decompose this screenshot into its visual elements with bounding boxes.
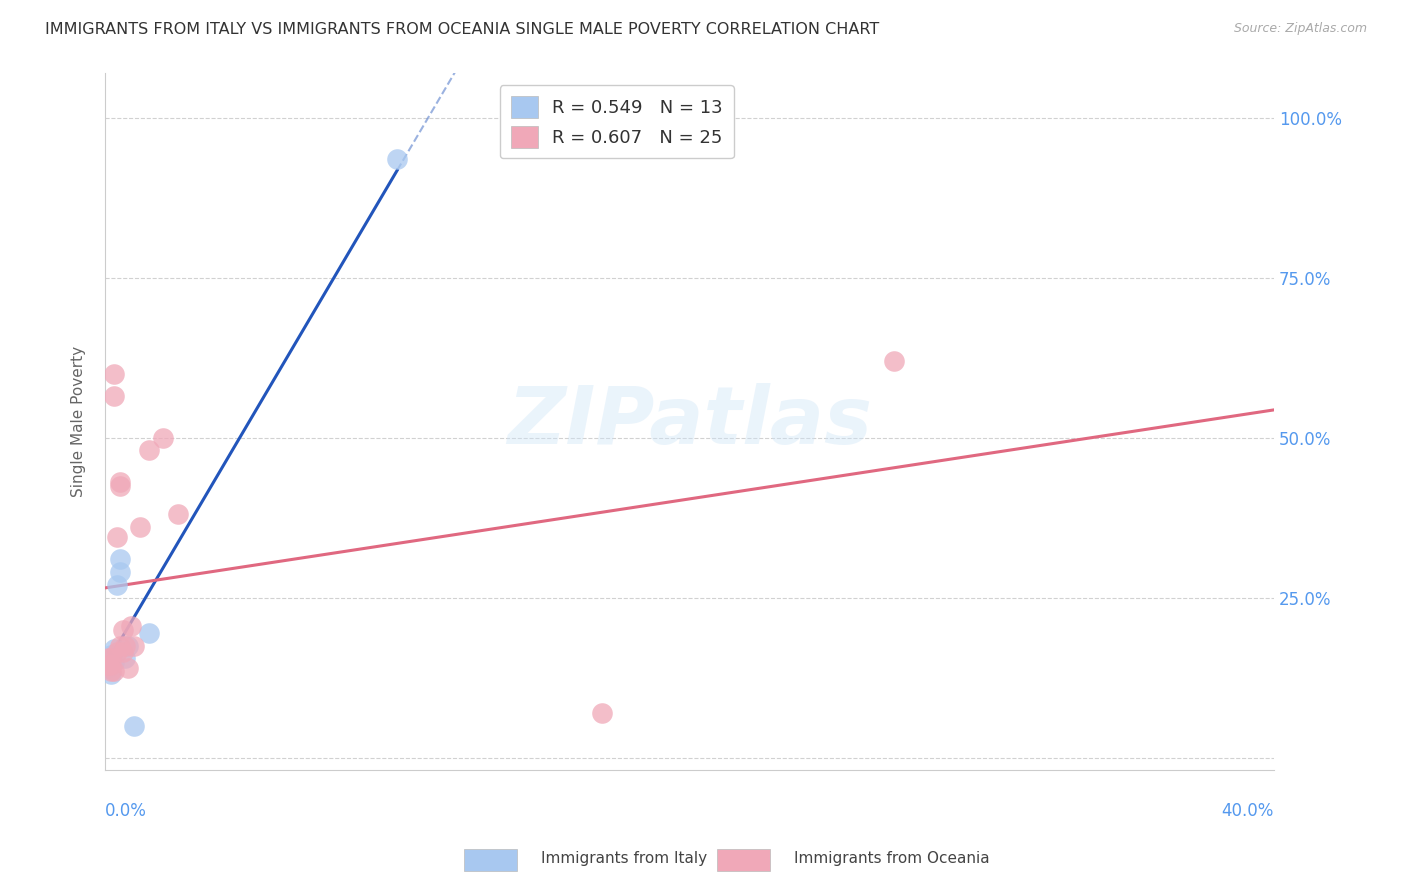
Point: [97, 661, 120, 675]
Text: Immigrants from Oceania: Immigrants from Oceania: [794, 851, 990, 865]
Point: [103, 641, 125, 656]
Point: [129, 520, 152, 534]
Point: [108, 565, 131, 579]
Point: [591, 706, 613, 720]
Point: [122, 718, 145, 732]
Text: Source: ZipAtlas.com: Source: ZipAtlas.com: [1233, 22, 1367, 36]
Point: [111, 645, 134, 659]
Point: [97, 651, 120, 665]
Text: 40.0%: 40.0%: [1222, 802, 1274, 820]
Point: [108, 639, 131, 653]
Text: 0.0%: 0.0%: [105, 802, 146, 820]
Point: [111, 623, 134, 637]
Point: [117, 661, 139, 675]
Point: [108, 478, 131, 492]
Y-axis label: Single Male Poverty: Single Male Poverty: [72, 346, 86, 497]
Point: [100, 657, 122, 672]
Point: [100, 648, 122, 663]
Point: [103, 655, 125, 669]
Point: [103, 367, 125, 381]
Point: [167, 508, 190, 522]
Point: [114, 651, 136, 665]
Point: [103, 389, 125, 403]
Point: [108, 475, 131, 490]
Legend: R = 0.549   N = 13, R = 0.607   N = 25: R = 0.549 N = 13, R = 0.607 N = 25: [499, 86, 734, 159]
Point: [387, 153, 409, 167]
Point: [120, 619, 142, 633]
Point: [117, 639, 139, 653]
Point: [103, 664, 125, 678]
Point: [105, 645, 128, 659]
Text: IMMIGRANTS FROM ITALY VS IMMIGRANTS FROM OCEANIA SINGLE MALE POVERTY CORRELATION: IMMIGRANTS FROM ITALY VS IMMIGRANTS FROM…: [45, 22, 879, 37]
Point: [138, 443, 160, 458]
Point: [105, 530, 128, 544]
Point: [114, 639, 136, 653]
Text: Immigrants from Italy: Immigrants from Italy: [541, 851, 707, 865]
Point: [152, 431, 174, 445]
Point: [100, 651, 122, 665]
Point: [100, 664, 122, 678]
Point: [105, 578, 128, 592]
Point: [108, 552, 131, 566]
Point: [138, 625, 160, 640]
Text: ZIPatlas: ZIPatlas: [508, 383, 872, 460]
Point: [97, 657, 120, 672]
Point: [100, 667, 122, 681]
Point: [883, 354, 905, 368]
Point: [122, 639, 145, 653]
